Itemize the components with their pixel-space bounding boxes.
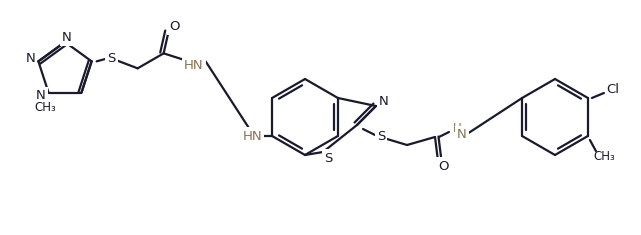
Text: N: N bbox=[26, 52, 35, 65]
Text: S: S bbox=[324, 152, 332, 164]
Text: H: H bbox=[453, 122, 462, 136]
Text: N: N bbox=[62, 31, 72, 43]
Text: O: O bbox=[438, 160, 448, 172]
Text: N: N bbox=[36, 89, 46, 102]
Text: CH₃: CH₃ bbox=[593, 149, 615, 162]
Text: N: N bbox=[457, 129, 467, 141]
Text: N: N bbox=[379, 94, 389, 107]
Text: S: S bbox=[377, 130, 385, 144]
Text: S: S bbox=[108, 52, 116, 65]
Text: HN: HN bbox=[242, 129, 262, 142]
Text: CH₃: CH₃ bbox=[35, 101, 56, 114]
Text: O: O bbox=[169, 20, 180, 33]
Text: Cl: Cl bbox=[606, 82, 619, 95]
Text: HN: HN bbox=[184, 59, 203, 72]
